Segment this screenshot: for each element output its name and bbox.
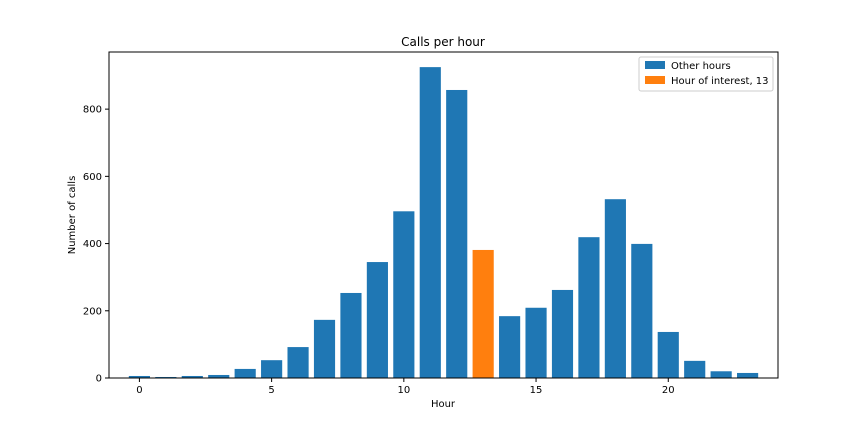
chart-title: Calls per hour [401, 35, 485, 49]
bar [155, 376, 177, 378]
bar [499, 316, 521, 378]
y-tick-label: 0 [96, 374, 102, 385]
bar [710, 371, 732, 378]
bar [340, 292, 362, 378]
bar [128, 375, 150, 378]
bar [631, 243, 653, 378]
legend-label-other-hours: Other hours [671, 61, 731, 72]
bars-group [128, 67, 759, 378]
bar [657, 331, 679, 378]
x-axis-ticks: 0 5 10 15 20 [136, 378, 675, 396]
legend-swatch-hour-of-interest [645, 76, 665, 84]
legend-frame [638, 56, 774, 92]
plot-frame [108, 51, 779, 379]
bar [287, 347, 309, 378]
bar [181, 375, 203, 378]
x-tick-label: 10 [397, 385, 410, 396]
y-axis-label: Number of calls [67, 176, 78, 255]
bar [208, 374, 230, 378]
y-tick-label: 800 [83, 105, 102, 116]
bar-hour-of-interest [472, 249, 494, 378]
bar [604, 199, 626, 378]
y-tick-label: 200 [83, 306, 102, 317]
bar [525, 307, 547, 378]
x-tick-label: 15 [530, 385, 543, 396]
legend-label-hour-of-interest: Hour of interest, 13 [671, 76, 769, 87]
bar [419, 67, 441, 378]
bar [261, 360, 283, 378]
bar [234, 368, 256, 378]
x-tick-label: 20 [662, 385, 675, 396]
bar [737, 372, 759, 378]
legend-swatch-other-hours [645, 61, 665, 69]
y-tick-label: 400 [83, 239, 102, 250]
bar [313, 319, 336, 378]
x-tick-label: 5 [268, 385, 274, 396]
y-axis-ticks: 0 200 400 600 800 [83, 105, 109, 385]
x-axis-label: Hour [431, 399, 456, 410]
y-tick-label: 600 [83, 172, 102, 183]
bar [366, 262, 388, 378]
bar [578, 237, 600, 378]
legend: Other hours Hour of interest, 13 [638, 56, 774, 92]
bar [393, 211, 415, 378]
bar [684, 360, 706, 378]
bar [446, 89, 468, 378]
bar [551, 289, 574, 378]
x-tick-label: 0 [136, 385, 142, 396]
